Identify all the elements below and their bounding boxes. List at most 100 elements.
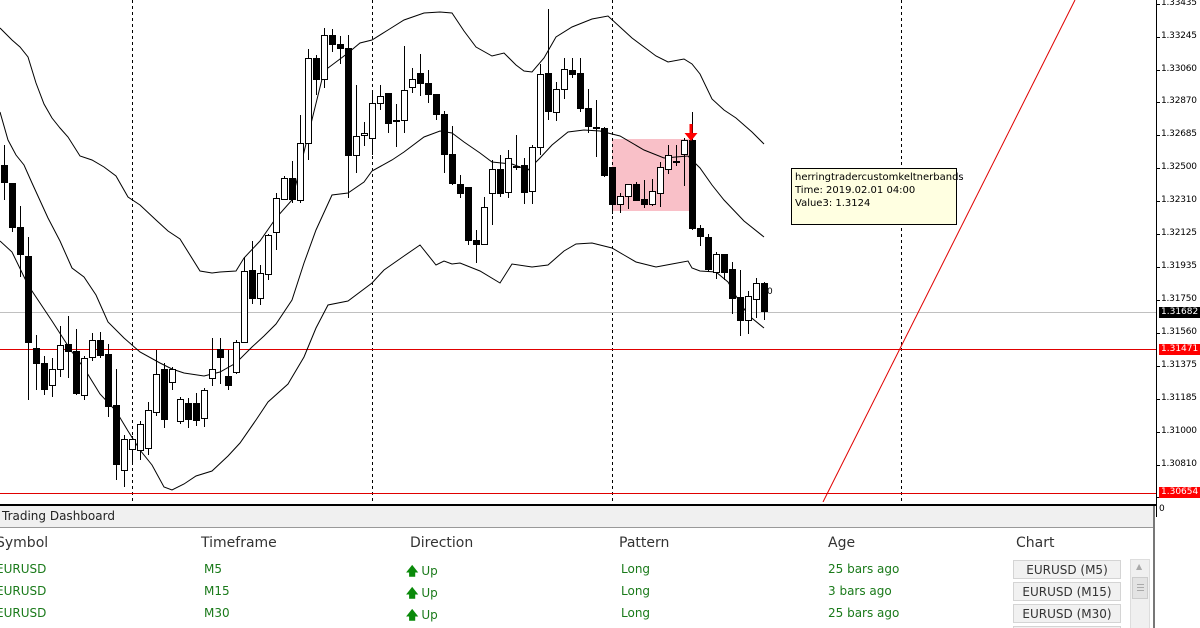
bullish-candle: [305, 58, 312, 144]
bearish-candle: [465, 187, 472, 241]
open-chart-button-next[interactable]: [1013, 626, 1121, 628]
bullish-candle: [89, 340, 96, 358]
cell-direction: 🡅 Up: [406, 606, 438, 627]
bearish-candle: [601, 128, 608, 176]
bullish-candle: [145, 410, 152, 449]
price-tick: [1156, 168, 1160, 169]
bearish-candle: [721, 254, 728, 273]
up-arrow-icon: 🡅: [406, 608, 419, 622]
price-tick: [1156, 201, 1160, 202]
cell-symbol: EURUSD: [0, 584, 47, 598]
bearish-candle: [585, 108, 592, 127]
bearish-candle: [73, 351, 80, 394]
price-tick: [1156, 267, 1160, 268]
bullish-candle: [129, 439, 136, 450]
bearish-candle: [33, 348, 40, 364]
bullish-candle: [745, 296, 752, 321]
open-chart-button-m30[interactable]: EURUSD (M30): [1013, 604, 1121, 623]
bullish-candle: [297, 143, 304, 201]
price-label: 1.31185: [1161, 393, 1197, 403]
price-label: 1.32870: [1161, 96, 1197, 106]
direction-label: Up: [421, 586, 438, 600]
level-price-tag: 1.31471: [1159, 344, 1200, 355]
price-chart[interactable]: 0 herringtradercustomkeltnerbands Time: …: [0, 0, 1156, 502]
bearish-candle: [729, 269, 736, 299]
price-label: 1.32125: [1161, 228, 1197, 238]
bearish-candle: [609, 167, 616, 205]
price-tick: [1156, 399, 1160, 400]
bearish-candle: [593, 127, 600, 129]
price-tick: [1156, 497, 1160, 498]
cell-symbol: EURUSD: [0, 606, 47, 620]
current-price-tag: 1.31682: [1159, 307, 1200, 318]
bullish-candle: [265, 235, 272, 275]
bullish-candle: [153, 374, 160, 413]
bearish-candle: [433, 94, 440, 115]
bearish-candle: [249, 270, 256, 299]
bullish-candle: [377, 96, 384, 104]
bar-index-label: 0: [767, 287, 773, 297]
bearish-candle: [65, 344, 72, 352]
bullish-candle: [617, 196, 624, 205]
bullish-candle: [401, 90, 408, 121]
price-tick: [1156, 465, 1160, 466]
bearish-candle: [689, 140, 696, 229]
price-tick: [1156, 135, 1160, 136]
bullish-candle: [529, 147, 536, 192]
bullish-candle: [553, 89, 560, 113]
open-chart-button-m5[interactable]: EURUSD (M5): [1013, 560, 1121, 579]
cell-pattern: Long: [621, 584, 651, 598]
candlestick-chart-canvas[interactable]: 0: [0, 0, 1156, 502]
price-label: 1.33435: [1161, 0, 1197, 8]
indicator-tooltip: herringtradercustomkeltnerbands Time: 20…: [791, 168, 964, 225]
bullish-candle: [713, 254, 720, 273]
price-axis[interactable]: 1.33435 1.33245 1.33060 1.32870 1.32685 1.325…: [1156, 0, 1200, 517]
cell-pattern: Long: [621, 562, 651, 576]
sub-axis-zero-label: 0: [1159, 504, 1165, 514]
dashboard-scrollbar[interactable]: ▲: [1130, 559, 1150, 628]
tooltip-time: Time: 2019.02.01 04:00: [795, 185, 916, 196]
scrollbar-thumb[interactable]: [1132, 577, 1148, 599]
grip-line: [1137, 587, 1144, 588]
bearish-candle: [161, 369, 168, 420]
bullish-candle: [673, 161, 680, 163]
keltner-band-upper: [0, 11, 765, 274]
bearish-candle: [449, 154, 456, 184]
cell-age: 25 bars ago: [828, 562, 900, 576]
scroll-up-arrow-icon[interactable]: ▲: [1136, 562, 1143, 571]
bullish-candle: [257, 273, 264, 299]
bullish-candle: [369, 103, 376, 139]
bullish-candle: [57, 345, 64, 370]
bearish-candle: [313, 58, 320, 80]
open-chart-button-m15[interactable]: EURUSD (M15): [1013, 582, 1121, 601]
bullish-candle: [625, 184, 632, 197]
price-tick: [1156, 102, 1160, 103]
bullish-candle: [561, 69, 568, 90]
bullish-candle: [177, 399, 184, 422]
price-tick: [1156, 333, 1160, 334]
column-header-age: Age: [828, 535, 856, 551]
bullish-candle: [753, 283, 760, 300]
grip-line: [1137, 584, 1144, 585]
dashboard-title: Trading Dashboard: [2, 509, 115, 523]
cell-timeframe: M5: [204, 562, 222, 576]
bearish-candle: [441, 114, 448, 155]
column-header-direction: Direction: [410, 535, 474, 551]
bullish-candle: [681, 140, 688, 155]
grip-line: [1137, 590, 1144, 591]
bearish-candle: [457, 184, 464, 194]
bearish-candle: [193, 403, 200, 421]
sell-signal-arrow-icon: [684, 124, 698, 141]
bearish-candle: [113, 405, 120, 465]
bullish-candle: [241, 271, 248, 343]
price-label: 1.31935: [1161, 261, 1197, 271]
price-label: 1.31560: [1161, 327, 1197, 337]
bullish-candle: [505, 158, 512, 193]
bullish-candle: [665, 155, 672, 170]
dashboard-title-bar[interactable]: Trading Dashboard: [0, 506, 1153, 528]
price-tick: [1156, 70, 1160, 71]
price-tick: [1156, 4, 1160, 5]
bearish-candle: [9, 183, 16, 228]
bearish-candle: [473, 240, 480, 245]
bearish-candle: [705, 237, 712, 270]
